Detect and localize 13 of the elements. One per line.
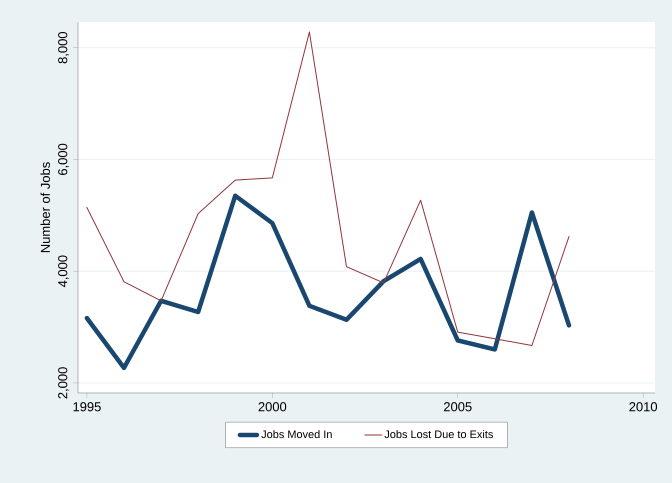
y-tick-label: 4,000 — [58, 255, 69, 288]
y-tick-label: 6,000 — [58, 144, 69, 175]
x-tick-label: 1995 — [73, 402, 101, 412]
y-tick-label: 2,000 — [58, 367, 69, 398]
legend-label: Jobs Moved In — [261, 430, 332, 438]
line-series — [84, 194, 572, 370]
line-series — [86, 32, 570, 346]
y-tick-label: 8,000 — [58, 32, 69, 64]
y-axis-title: Number of Jobs — [40, 162, 50, 252]
x-tick-label: 2010 — [629, 402, 658, 412]
x-tick-label: 2000 — [258, 402, 286, 412]
legend-label: Jobs Lost Due to Exits — [384, 430, 493, 438]
x-tick-label: 2005 — [444, 402, 472, 412]
